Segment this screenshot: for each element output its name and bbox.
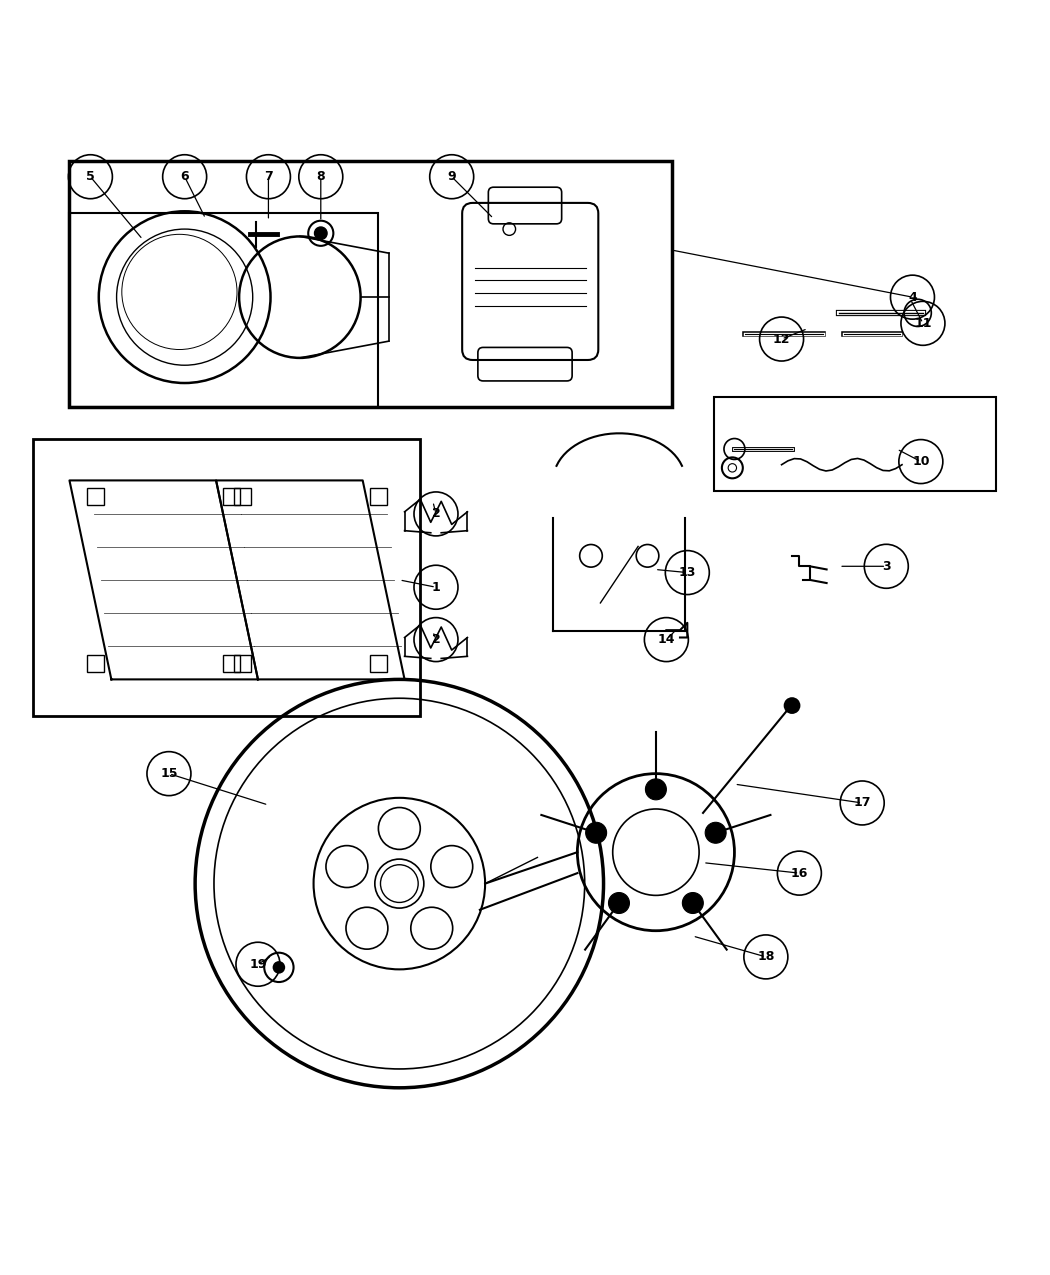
Text: 16: 16 — [791, 867, 808, 880]
Circle shape — [586, 822, 607, 843]
Bar — [87, 488, 104, 505]
Bar — [33, 439, 420, 717]
Circle shape — [706, 822, 727, 843]
Circle shape — [315, 227, 328, 240]
Circle shape — [646, 779, 667, 799]
Text: 7: 7 — [264, 171, 273, 184]
Bar — [69, 161, 672, 407]
Bar — [370, 655, 386, 672]
Circle shape — [682, 892, 704, 913]
Text: 1: 1 — [432, 580, 440, 594]
Text: 14: 14 — [657, 634, 675, 646]
Bar — [87, 655, 104, 672]
Circle shape — [273, 961, 286, 974]
Text: 12: 12 — [773, 333, 791, 346]
Text: 9: 9 — [447, 171, 456, 184]
Text: 4: 4 — [908, 291, 917, 303]
Bar — [224, 655, 240, 672]
Text: 18: 18 — [757, 950, 775, 964]
Text: 2: 2 — [432, 507, 440, 520]
Text: 19: 19 — [249, 958, 267, 970]
Bar — [234, 655, 251, 672]
Circle shape — [609, 892, 629, 913]
Bar — [370, 488, 386, 505]
Text: 8: 8 — [316, 171, 326, 184]
Bar — [234, 488, 251, 505]
Circle shape — [783, 697, 800, 714]
Text: 11: 11 — [915, 316, 931, 330]
Text: 6: 6 — [181, 171, 189, 184]
Bar — [69, 213, 378, 407]
Text: 10: 10 — [912, 455, 929, 468]
Text: 13: 13 — [678, 566, 696, 579]
Bar — [714, 397, 996, 491]
Text: 5: 5 — [86, 171, 94, 184]
Text: 3: 3 — [882, 560, 890, 572]
Text: 17: 17 — [854, 797, 870, 810]
Bar — [224, 488, 240, 505]
Text: 2: 2 — [432, 634, 440, 646]
Text: 15: 15 — [161, 768, 177, 780]
